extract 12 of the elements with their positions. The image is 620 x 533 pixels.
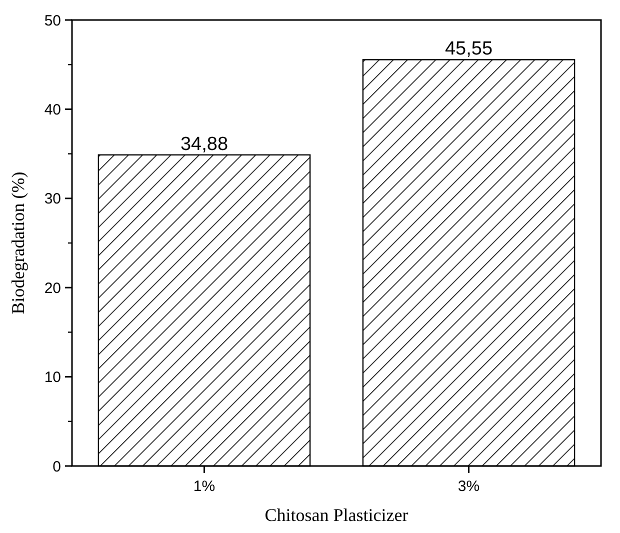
- y-tick-label: 50: [44, 12, 61, 30]
- y-tick-label: 10: [44, 369, 61, 386]
- data-label: 45,55: [444, 38, 493, 60]
- x-tick-label: 3%: [458, 478, 480, 495]
- y-tick-label: 20: [44, 280, 61, 297]
- x-axis-title: Chitosan Plasticizer: [264, 505, 408, 525]
- y-tick-label: 30: [44, 190, 61, 208]
- data-label: 34,88: [180, 134, 228, 155]
- y-tick-label: 0: [52, 458, 61, 476]
- x-tick-label: 1%: [193, 478, 216, 495]
- y-axis-title: Biodegradation (%): [8, 172, 28, 314]
- y-tick-label: 40: [44, 101, 61, 118]
